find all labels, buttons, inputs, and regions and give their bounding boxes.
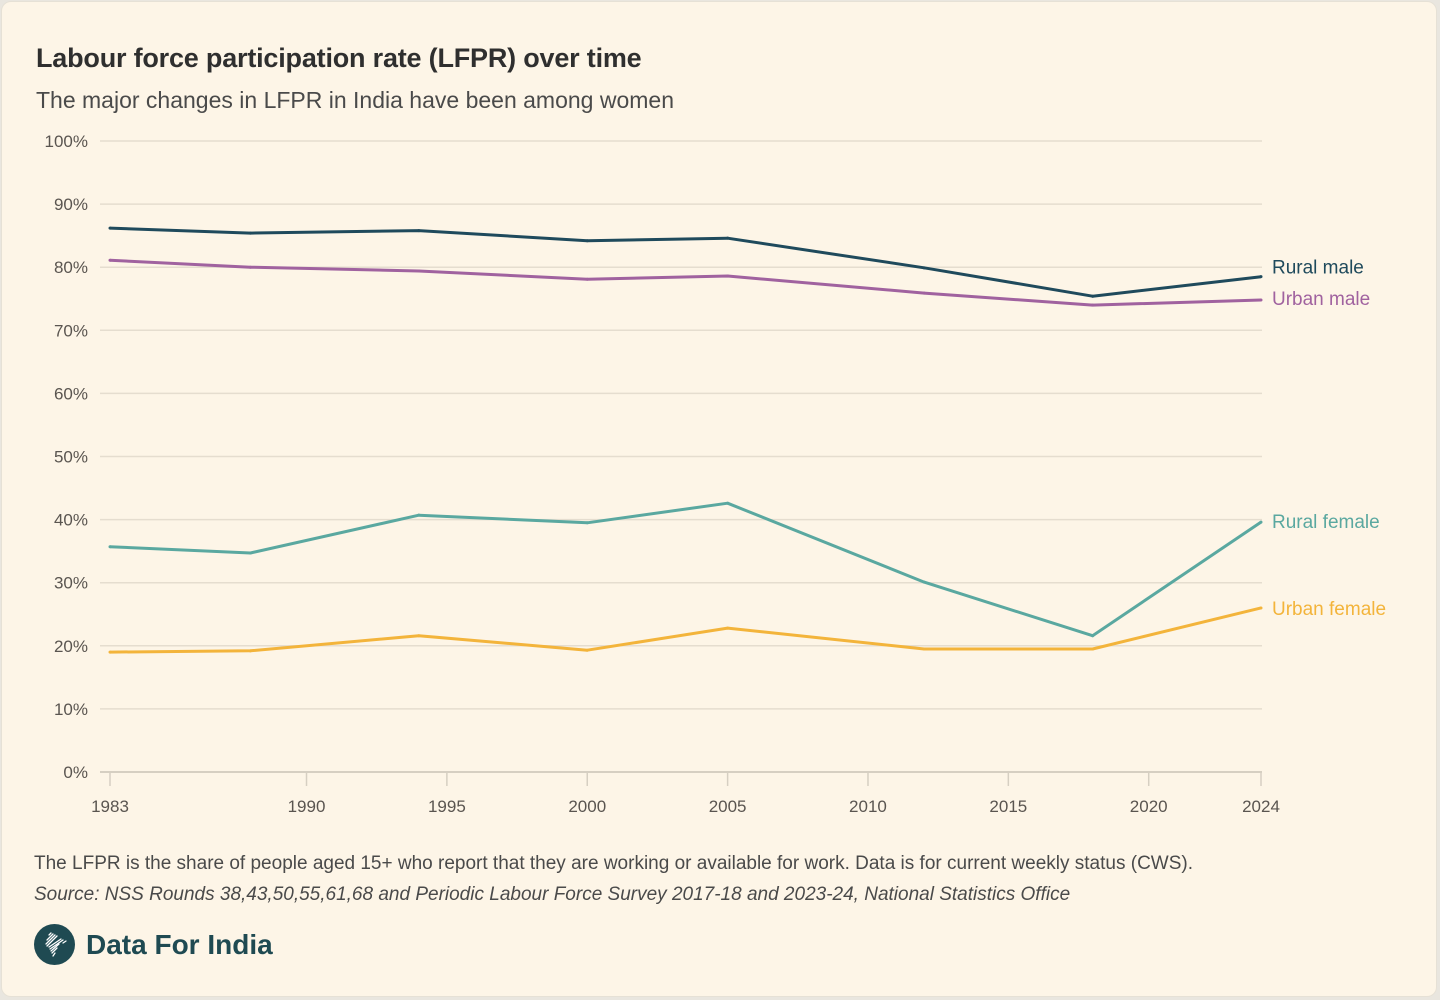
- y-tick-label: 10%: [54, 700, 88, 719]
- data-point-rural-male: [922, 266, 926, 270]
- data-point-rural-female: [248, 551, 252, 555]
- data-point-urban-female: [417, 634, 421, 638]
- data-point-rural-male: [585, 239, 589, 243]
- chart-note: The LFPR is the share of people aged 15+…: [34, 853, 1194, 874]
- y-tick-label: 0%: [63, 763, 88, 782]
- data-point-rural-male: [1259, 275, 1263, 279]
- data-point-rural-male: [726, 236, 730, 240]
- x-axis: 1983 1990 1995 2000 2005 2010 2015 2020 2024: [91, 771, 1280, 816]
- data-point-rural-male: [108, 226, 112, 230]
- y-tick-label: 70%: [54, 321, 88, 340]
- data-point-rural-female: [1091, 634, 1095, 638]
- series-label-urban-male: Urban male: [1272, 289, 1370, 310]
- series-line-urban-male: [109, 258, 1262, 307]
- chart-title: Labour force participation rate (LFPR) o…: [36, 43, 642, 73]
- y-tick-label: 40%: [54, 511, 88, 530]
- data-point-urban-male: [108, 258, 112, 262]
- data-point-rural-male: [1091, 294, 1095, 298]
- series-lines: [108, 226, 1263, 654]
- x-tick-label: 1995: [428, 797, 466, 816]
- series-line-rural-female: [109, 501, 1262, 638]
- y-tick-label: 30%: [54, 574, 88, 593]
- series-label-rural-male: Rural male: [1272, 258, 1364, 279]
- data-point-rural-female: [417, 513, 421, 517]
- data-point-urban-female: [1259, 606, 1263, 610]
- x-tick-label: 2000: [568, 797, 606, 816]
- chart-source: Source: NSS Rounds 38,43,50,55,61,68 and…: [34, 884, 1071, 905]
- y-tick-label: 90%: [54, 195, 88, 214]
- data-point-rural-female: [922, 580, 926, 584]
- series-label-urban-female: Urban female: [1272, 599, 1386, 620]
- x-tick-label: 2005: [709, 797, 747, 816]
- data-point-urban-male: [1259, 298, 1263, 302]
- data-point-rural-female: [726, 501, 730, 505]
- data-point-rural-male: [417, 229, 421, 233]
- brand: Data For India: [34, 924, 273, 965]
- y-axis: 0% 10% 20% 30% 40% 50% 60% 70% 80% 90% 100%: [45, 132, 88, 782]
- series-label-rural-female: Rural female: [1272, 512, 1380, 533]
- data-point-urban-female: [248, 649, 252, 653]
- y-tick-label: 20%: [54, 637, 88, 656]
- y-tick-label: 80%: [54, 258, 88, 277]
- x-tick-label: 2015: [989, 797, 1027, 816]
- x-tick-label: 2020: [1130, 797, 1168, 816]
- series-line-rural-male: [109, 226, 1262, 298]
- chart-subtitle: The major changes in LFPR in India have …: [36, 87, 674, 113]
- data-point-rural-female: [108, 545, 112, 549]
- data-point-rural-female: [1259, 520, 1263, 524]
- data-point-urban-female: [108, 650, 112, 654]
- x-tick-label: 2010: [849, 797, 887, 816]
- data-point-rural-female: [585, 521, 589, 525]
- data-point-urban-female: [585, 648, 589, 652]
- data-point-urban-male: [585, 277, 589, 281]
- y-tick-label: 50%: [54, 448, 88, 467]
- series-labels: Rural male Urban male Rural female Urban fe…: [1272, 258, 1386, 620]
- x-tick-label: 2024: [1242, 797, 1280, 816]
- data-point-urban-male: [417, 269, 421, 273]
- data-point-urban-male: [922, 291, 926, 295]
- gridlines: [100, 140, 1262, 710]
- data-point-urban-female: [922, 647, 926, 651]
- india-map-logo-icon: [34, 924, 75, 965]
- y-tick-label: 60%: [54, 384, 88, 403]
- data-point-urban-male: [726, 274, 730, 278]
- data-point-urban-male: [248, 265, 252, 269]
- data-point-rural-male: [248, 231, 252, 235]
- data-point-urban-male: [1091, 303, 1095, 307]
- data-point-urban-female: [726, 626, 730, 630]
- x-tick-label: 1983: [91, 797, 129, 816]
- series-line-urban-female: [109, 606, 1262, 654]
- x-tick-label: 1990: [288, 797, 326, 816]
- brand-name: Data For India: [86, 928, 273, 960]
- data-point-urban-female: [1091, 647, 1095, 651]
- y-tick-label: 100%: [45, 132, 88, 151]
